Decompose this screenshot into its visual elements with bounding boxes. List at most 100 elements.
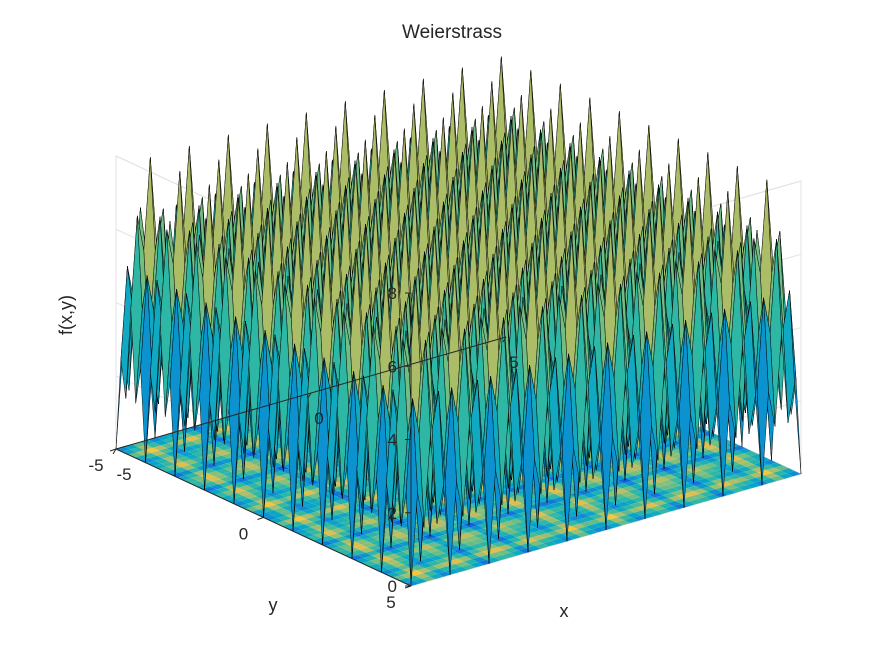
- contour-cell: [666, 482, 681, 488]
- contour-cell: [298, 519, 313, 525]
- contour-cell: [684, 472, 700, 478]
- contour-cell: [457, 556, 472, 562]
- contour-cell: [585, 524, 600, 530]
- contour-cell: [740, 480, 755, 486]
- contour-cell: [504, 547, 519, 553]
- contour-cell: [522, 537, 537, 543]
- contour-cell: [467, 512, 482, 518]
- contour-cell: [480, 554, 495, 560]
- contour-cell: [357, 534, 372, 540]
- contour-cell: [662, 474, 677, 480]
- contour-cell: [738, 485, 753, 491]
- contour-cell: [228, 492, 243, 498]
- contour-cell: [461, 527, 476, 533]
- contour-cell: [666, 445, 681, 451]
- contour-cell: [425, 565, 440, 571]
- contour-cell: [619, 472, 634, 479]
- contour-cell: [163, 456, 178, 462]
- contour-cell: [161, 461, 176, 467]
- contour-cell: [421, 576, 436, 582]
- contour-cell: [528, 522, 543, 528]
- contour-cell: [363, 518, 378, 524]
- contour-cell: [167, 464, 182, 470]
- contour-cell: [624, 517, 639, 523]
- contour-cell: [367, 526, 382, 532]
- contour-cell: [675, 498, 690, 504]
- contour-cell: [589, 513, 604, 520]
- contour-cell: [136, 450, 151, 456]
- contour-cell: [277, 497, 292, 503]
- contour-cell: [678, 488, 694, 494]
- contour-cell: [402, 567, 417, 573]
- contour-cell: [648, 510, 663, 516]
- contour-cell: [427, 560, 442, 566]
- contour-cell: [642, 508, 657, 514]
- contour-cell: [298, 500, 313, 506]
- contour-cell: [430, 531, 446, 537]
- contour-cell: [621, 486, 637, 492]
- contour-cell: [548, 488, 563, 494]
- contour-cell: [666, 501, 682, 507]
- contour-cell: [213, 455, 229, 461]
- surface-mesh: [115, 56, 802, 587]
- contour-cell: [294, 511, 309, 517]
- contour-cell: [626, 512, 641, 518]
- contour-cell: [246, 464, 261, 470]
- contour-cell: [386, 553, 401, 559]
- contour-cell: [627, 470, 642, 476]
- contour-cell: [275, 465, 290, 471]
- contour-cell: [336, 512, 352, 518]
- contour-cell: [689, 499, 704, 505]
- contour-cell: [232, 482, 247, 488]
- contour-cell: [413, 578, 428, 584]
- contour-cell: [689, 480, 704, 486]
- contour-cell: [599, 524, 615, 530]
- contour-cell: [206, 476, 221, 482]
- contour-cell: [644, 502, 659, 508]
- contour-cell: [332, 504, 347, 510]
- contour-cell: [302, 527, 317, 533]
- contour-cell: [668, 458, 683, 465]
- contour-cell: [579, 521, 594, 527]
- contour-cell: [265, 491, 280, 497]
- contour-cell: [435, 558, 450, 564]
- contour-cell: [473, 551, 489, 557]
- contour-cell: [255, 499, 270, 505]
- contour-cell: [488, 552, 503, 558]
- contour-cell: [685, 491, 700, 497]
- contour-cell: [502, 534, 517, 540]
- contour-cell: [205, 457, 221, 463]
- contour-cell: [548, 525, 564, 531]
- contour-cell: [526, 545, 541, 551]
- contour-cell: [632, 497, 647, 503]
- contour-cell: [512, 508, 527, 514]
- contour-cell: [727, 474, 742, 480]
- contour-cell: [216, 487, 231, 493]
- contour-cell: [583, 529, 598, 535]
- contour-cell: [335, 536, 350, 542]
- contour-cell: [394, 569, 409, 576]
- contour-cell: [703, 462, 718, 468]
- contour-cell: [632, 515, 647, 521]
- contour-cell: [308, 511, 323, 517]
- contour-cell: [498, 544, 513, 550]
- contour-cell: [420, 539, 435, 545]
- contour-cell: [615, 501, 631, 507]
- contour-cell: [544, 499, 559, 505]
- contour-cell: [441, 561, 456, 567]
- contour-cell: [530, 535, 545, 541]
- contour-cell: [367, 545, 382, 551]
- contour-cell: [518, 548, 533, 554]
- contour-cell: [668, 477, 683, 483]
- contour-cell: [510, 532, 525, 538]
- contour-cell: [406, 575, 422, 581]
- contour-cell: [189, 462, 204, 468]
- contour-cell: [496, 531, 511, 537]
- contour-cell: [721, 471, 736, 477]
- contour-cell: [158, 448, 174, 454]
- contour-cell: [695, 483, 710, 489]
- contour-cell: [494, 555, 509, 561]
- contour-cell: [624, 499, 639, 505]
- contour-cell: [242, 493, 258, 499]
- contour-cell: [591, 490, 606, 496]
